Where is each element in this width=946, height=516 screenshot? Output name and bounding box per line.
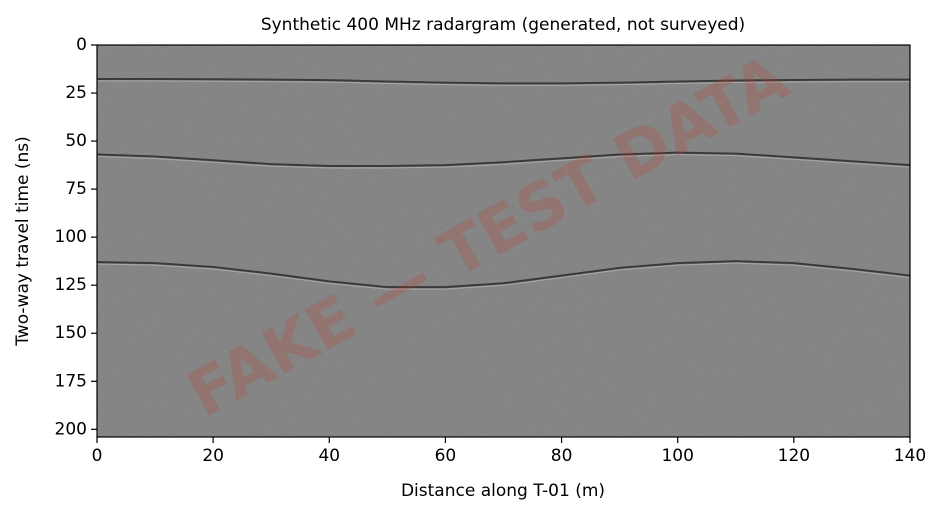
reflector [97, 151, 910, 168]
y-tick-label: 175 [55, 371, 87, 391]
plot-area: FAKE — TEST DATA [97, 45, 910, 437]
x-tick-label: 20 [202, 446, 224, 466]
y-tick-label: 125 [55, 275, 87, 295]
y-tick-label: 100 [55, 227, 87, 247]
x-tick-label: 0 [92, 446, 103, 466]
y-tick-label: 25 [65, 83, 87, 103]
x-tick-label: 120 [778, 446, 810, 466]
reflector-highlight [97, 80, 910, 86]
reflector [97, 260, 910, 289]
reflector [97, 78, 910, 85]
y-tick-label: 75 [65, 179, 87, 199]
radargram-noise [97, 45, 910, 437]
x-tick-label: 80 [551, 446, 573, 466]
reflector-highlight [97, 262, 910, 290]
x-tick-label: 100 [661, 446, 693, 466]
plot-frame [96, 44, 911, 438]
y-tick-label: 200 [55, 419, 87, 439]
y-axis-label: Two-way travel time (ns) [13, 136, 33, 347]
chart-title: Synthetic 400 MHz radargram (generated, … [261, 15, 745, 35]
x-tick-label: 40 [318, 446, 340, 466]
y-tick-label: 50 [65, 131, 87, 151]
y-tick-label: 0 [76, 35, 87, 55]
x-tick-label: 60 [435, 446, 457, 466]
reflector-highlight [97, 154, 910, 169]
y-tick-label: 150 [55, 323, 87, 343]
x-tick-label: 140 [894, 446, 926, 466]
x-axis-label: Distance along T-01 (m) [401, 481, 605, 501]
